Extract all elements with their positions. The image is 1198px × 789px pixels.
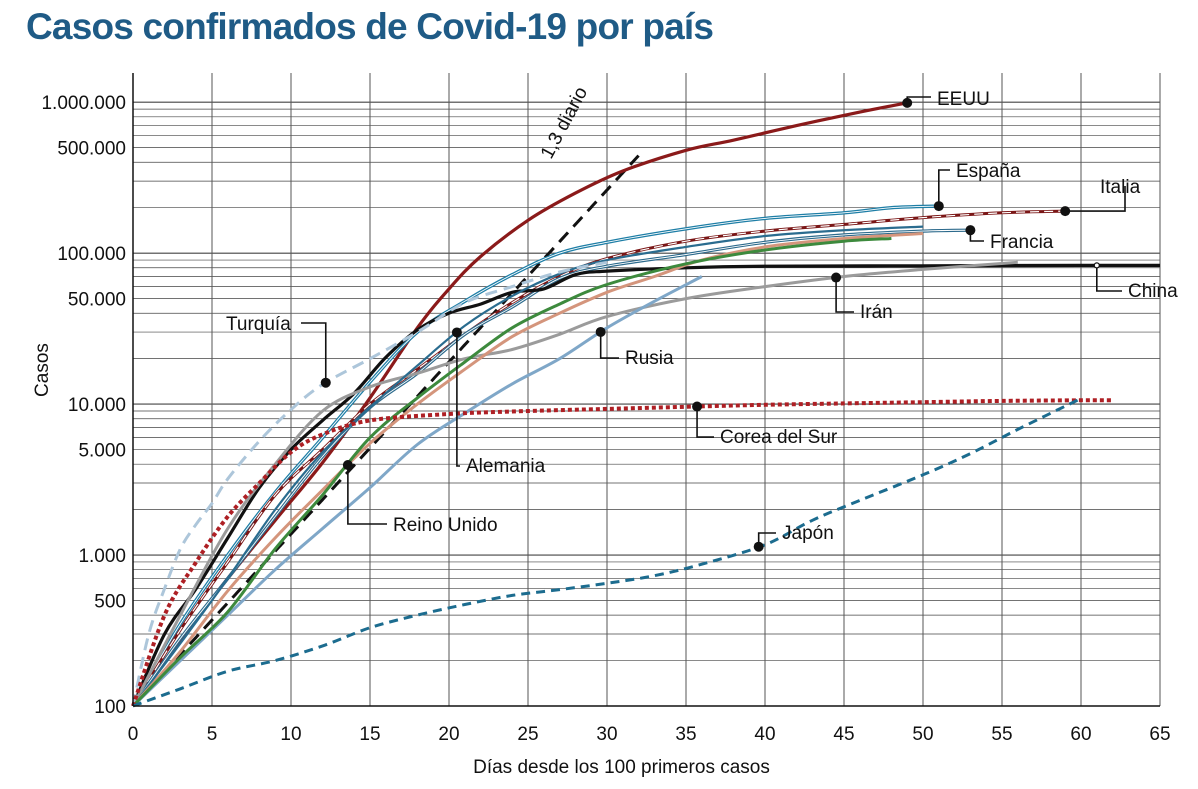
series-line-italia	[132, 210, 1066, 707]
leader-line-corea-del-sur	[696, 406, 714, 438]
series-label-reino-unido: Reino Unido	[393, 515, 498, 536]
grid	[132, 73, 1161, 707]
marker-espa-a	[933, 201, 944, 212]
series-labels: 1,3 diario EEUU España Italia Francia China Ir…	[226, 83, 1178, 552]
series-label-corea-del-sur: Corea del Sur	[720, 427, 838, 448]
x-tick-label: 20	[438, 724, 459, 745]
series-label-china: China	[1128, 281, 1178, 302]
marker-china	[1093, 262, 1100, 269]
series-label-italia: Italia	[1100, 177, 1141, 198]
y-tick-label: 50.000	[68, 290, 126, 311]
chart-title: Casos confirmados de Covid-19 por país	[26, 6, 714, 47]
marker-turqu-a	[320, 377, 331, 388]
series-label-eeuu: EEUU	[937, 89, 990, 110]
x-tick-label: 55	[991, 724, 1012, 745]
x-tick-label: 5	[207, 724, 218, 745]
series-label-espa-a: España	[956, 161, 1021, 182]
marker-ir-n	[831, 272, 842, 283]
series-label-ir-n: Irán	[860, 302, 893, 323]
axes: 0 5 10 15 20 25 30 35 40 45 50 55 60 65 100 500 1.000 5.0…	[32, 73, 1171, 778]
marker-corea-del-sur	[692, 401, 703, 412]
y-tick-label: 1.000	[78, 546, 126, 567]
series-line-china	[131, 263, 1161, 707]
y-tick-label: 500	[94, 591, 126, 612]
series-line-verde	[131, 237, 892, 708]
leader-line-rusia	[599, 331, 619, 359]
series-line-francia	[132, 229, 971, 707]
y-tick-label: 1.000.000	[41, 93, 126, 114]
series-line-turqu-a	[131, 260, 608, 707]
y-tick-label: 100	[94, 697, 126, 718]
series-line-corea-del-sur	[131, 398, 1113, 707]
series-line-alemania	[132, 225, 924, 707]
guide-label: 1,3 diario	[537, 83, 592, 162]
x-tick-label: 60	[1070, 724, 1091, 745]
leader-line-ir-n	[835, 277, 854, 313]
x-tick-label: 45	[833, 724, 854, 745]
leader-line-reino-unido	[347, 465, 387, 525]
leader-line-italia	[1065, 186, 1126, 212]
series-label-francia: Francia	[990, 232, 1054, 253]
x-tick-label: 35	[675, 724, 696, 745]
marker-alemania	[451, 327, 462, 338]
marker-rusia	[595, 326, 606, 337]
leader-line-china	[1096, 265, 1122, 292]
series-line-italia-base	[131, 209, 1066, 707]
y-tick-label: 5.000	[78, 441, 126, 462]
marker-italia	[1060, 206, 1071, 217]
series-lines	[131, 101, 1161, 708]
y-axis-title: Casos	[32, 343, 53, 397]
y-tick-label: 100.000	[57, 244, 126, 265]
series-line-rusia	[131, 275, 703, 708]
x-tick-label: 25	[517, 724, 538, 745]
leader-line-alemania	[456, 332, 460, 467]
x-tick-label: 65	[1149, 724, 1170, 745]
x-tick-label: 40	[754, 724, 775, 745]
x-axis-title: Días desde los 100 primeros casos	[473, 757, 770, 778]
series-label-rusia: Rusia	[625, 348, 674, 369]
leader-line-turqu-a	[301, 322, 327, 383]
series-line-reino-unido	[131, 232, 924, 707]
x-tick-label: 15	[359, 724, 380, 745]
x-tick-label: 50	[912, 724, 933, 745]
x-tick-label: 10	[280, 724, 301, 745]
series-line-francia-base	[131, 228, 971, 707]
series-line-jap-n	[132, 397, 1082, 708]
series-label-turqu-a: Turquía	[226, 314, 291, 335]
series-line-espa-a	[132, 205, 939, 707]
series-label-alemania: Alemania	[466, 456, 546, 477]
series-label-jap-n: Japón	[782, 523, 834, 544]
leader-line-espa-a	[938, 169, 950, 207]
y-tick-label: 500.000	[57, 139, 126, 160]
marker-eeuu	[902, 97, 913, 108]
x-tick-label: 0	[128, 724, 139, 745]
y-tick-label: 10.000	[68, 395, 126, 416]
x-tick-label: 30	[596, 724, 617, 745]
marker-francia	[965, 225, 976, 236]
marker-jap-n	[753, 541, 764, 552]
marker-reino-unido	[342, 460, 353, 471]
